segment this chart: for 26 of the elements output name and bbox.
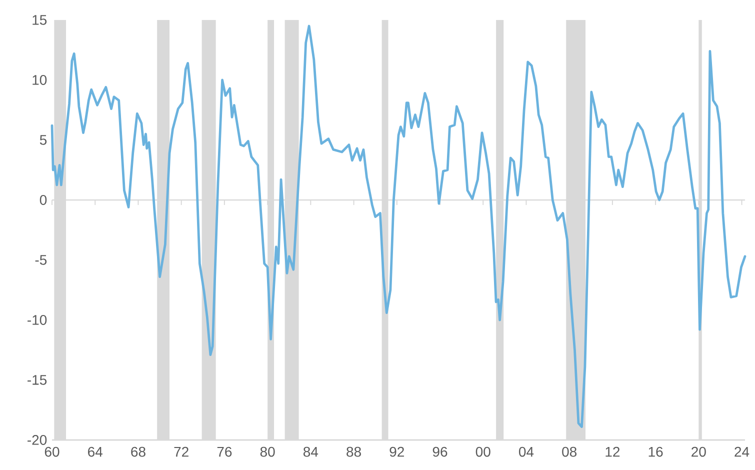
y-tick-label: 10 (32, 75, 47, 85)
y-tick-label: -20 (28, 435, 47, 445)
x-tick-label: 96 (432, 446, 448, 457)
x-tick-label: 68 (131, 446, 146, 457)
x-tick-label: 04 (518, 446, 534, 457)
y-tick-label: 5 (40, 135, 47, 145)
x-tick-label: 84 (303, 446, 318, 457)
x-tick-label: 20 (692, 446, 706, 457)
y-tick-label: -10 (28, 315, 47, 325)
x-tick-label: 64 (88, 446, 102, 457)
x-tick-label: 24 (734, 446, 750, 457)
x-tick-label: 72 (174, 446, 188, 457)
y-tick-label: 0 (40, 195, 47, 205)
x-tick-label: 88 (346, 446, 361, 457)
x-tick-label: 08 (562, 446, 577, 457)
x-tick-label: 76 (217, 446, 232, 457)
x-tick-label: 16 (648, 446, 663, 457)
x-tick-label: 00 (476, 446, 490, 457)
line-series (50, 24, 746, 428)
x-tick-label: 12 (606, 446, 620, 457)
x-tick-label: 60 (44, 446, 60, 457)
y-tick-label: -15 (28, 375, 47, 385)
y-tick-label: -5 (35, 255, 47, 265)
x-tick-label: 92 (390, 446, 404, 457)
x-tick-label: 80 (260, 446, 275, 457)
y-tick-label: 15 (32, 15, 47, 25)
